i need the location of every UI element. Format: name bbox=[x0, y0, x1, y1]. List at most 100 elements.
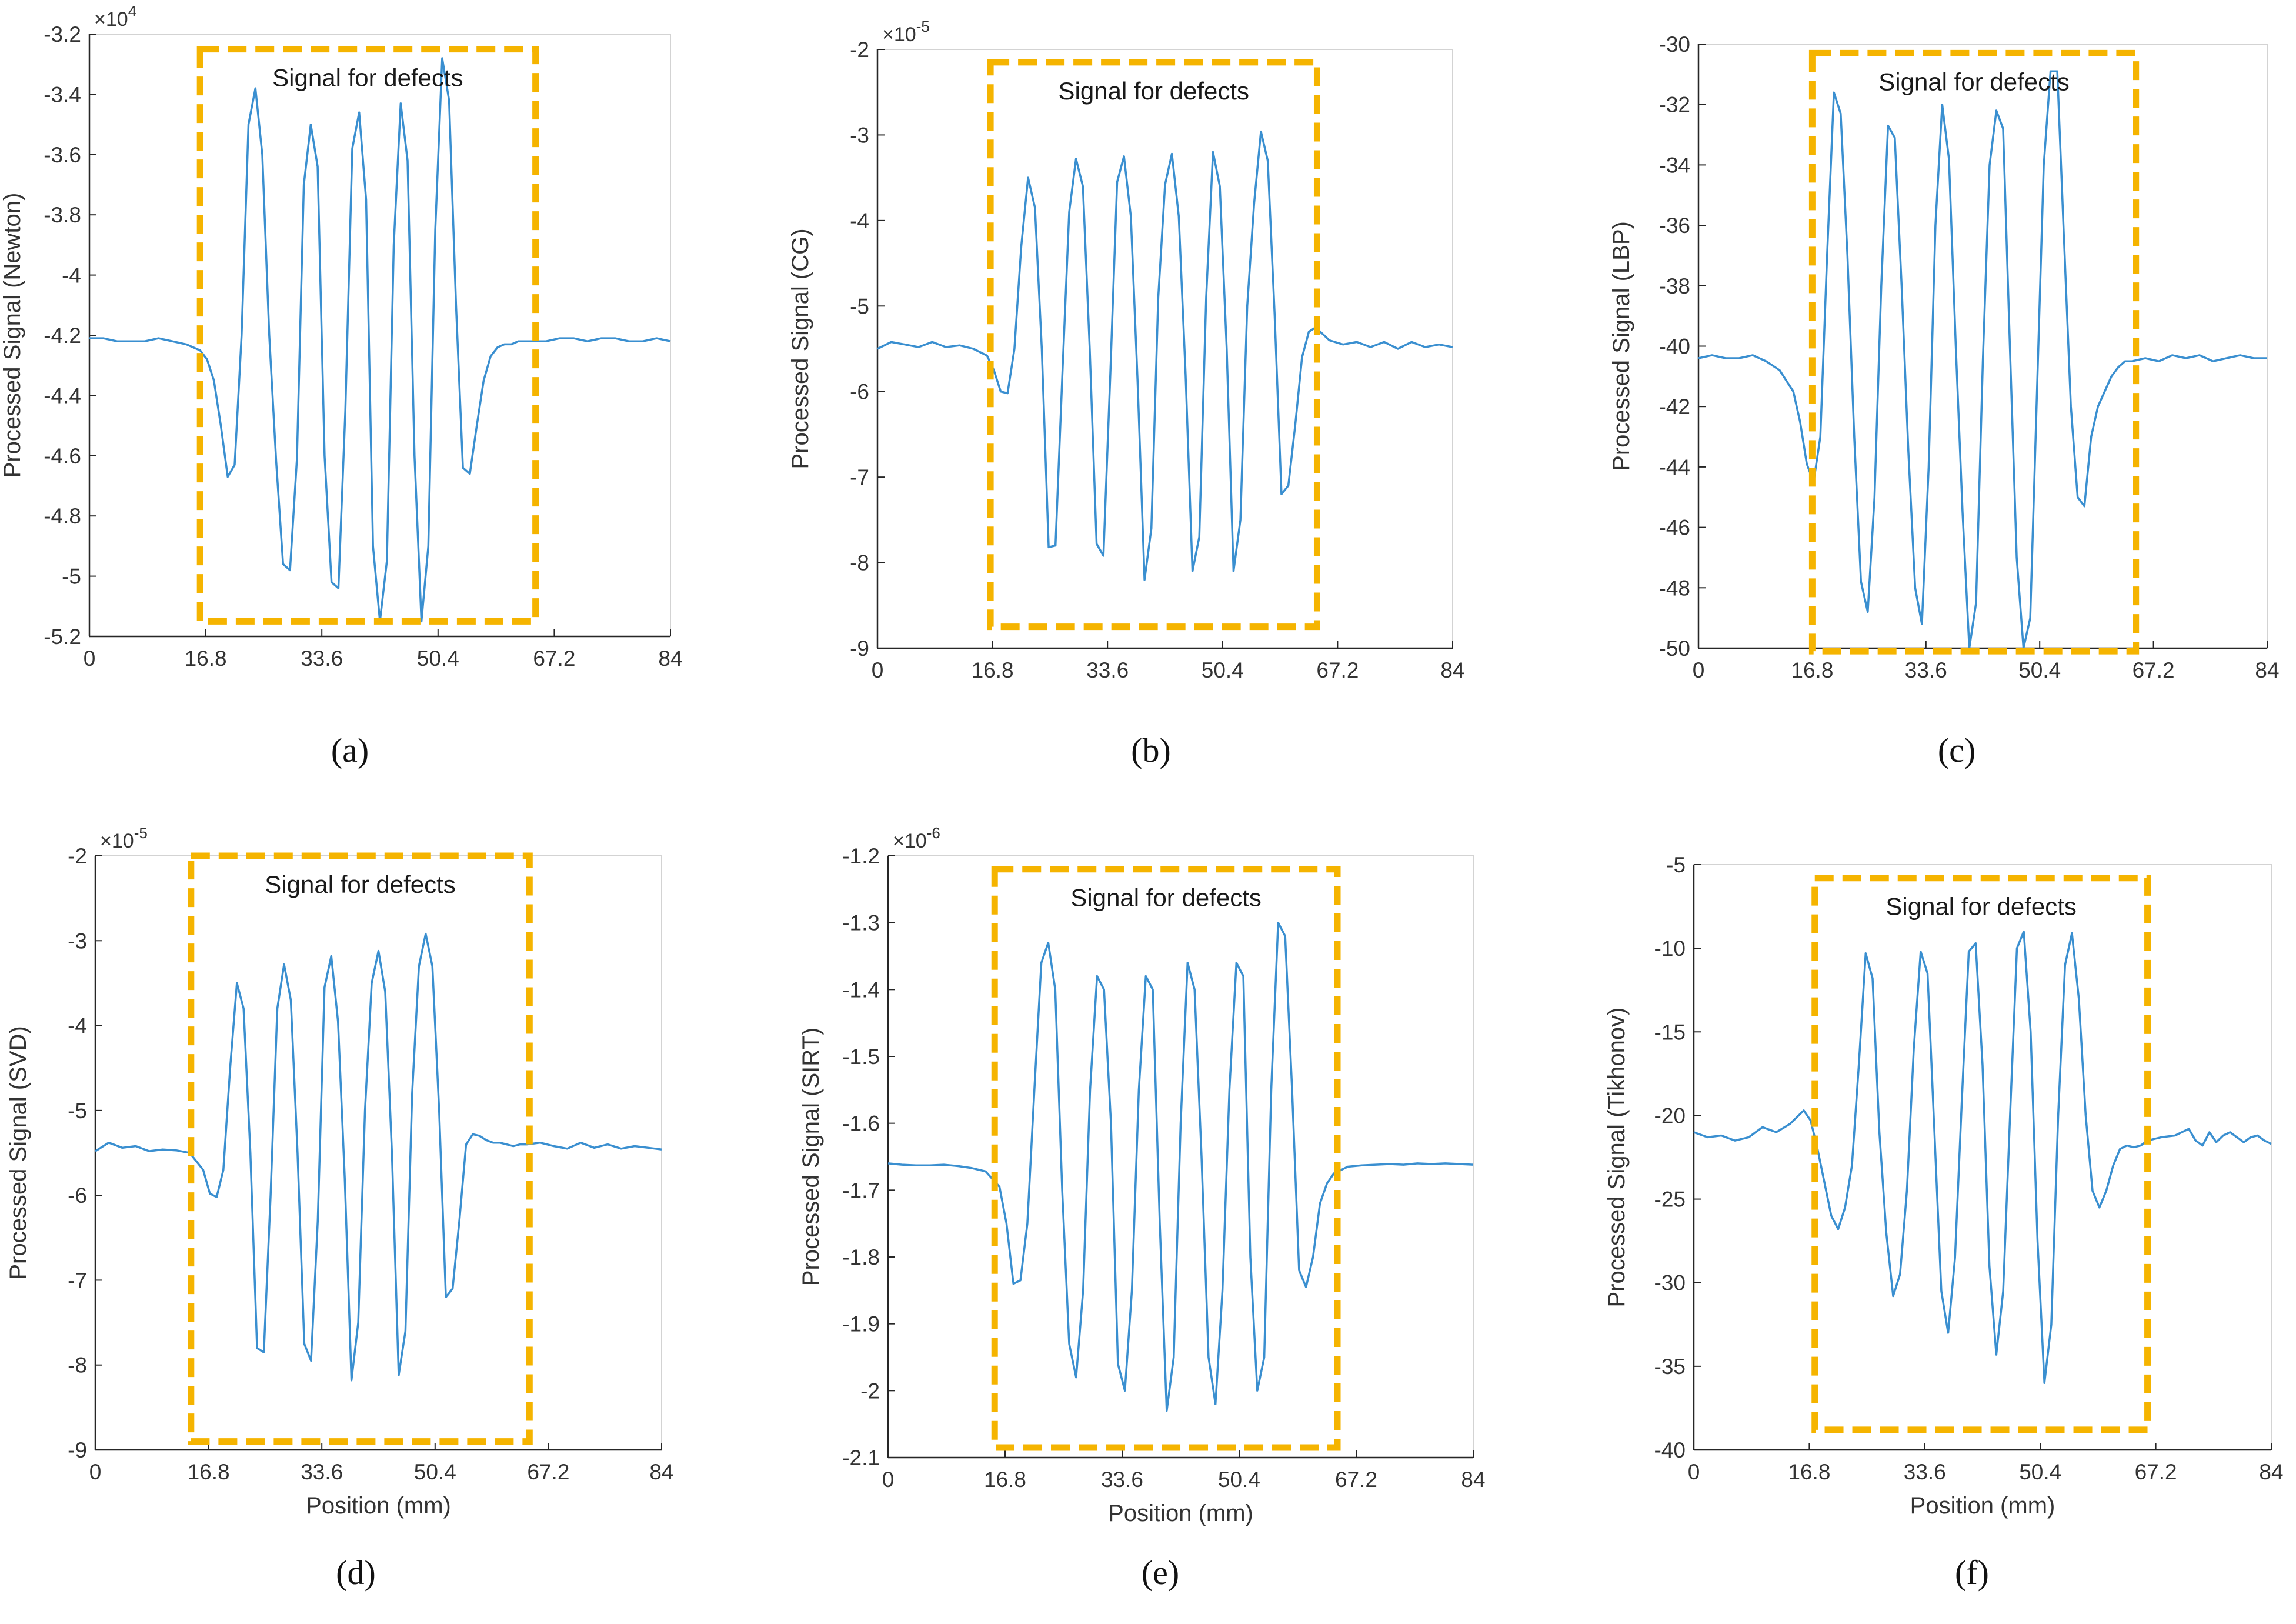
y-tick-label: -6 bbox=[850, 380, 869, 404]
axis-exponent-label: ×10-5 bbox=[100, 824, 148, 852]
y-tick-label: -1.7 bbox=[842, 1178, 880, 1202]
y-tick-label: -8 bbox=[850, 551, 869, 575]
y-tick-label: -44 bbox=[1659, 455, 1690, 479]
plot-area bbox=[877, 49, 1453, 649]
y-tick-label: -2.1 bbox=[842, 1446, 880, 1470]
y-axis-label: Processed Signal (SIRT) bbox=[798, 1028, 824, 1286]
x-tick-label: 84 bbox=[2255, 658, 2279, 682]
x-tick-label: 0 bbox=[1688, 1460, 1700, 1484]
y-axis-label: Processed Signal (CG) bbox=[787, 228, 813, 469]
y-tick-label: -10 bbox=[1654, 936, 1686, 961]
x-tick-label: 16.8 bbox=[185, 646, 227, 671]
y-tick-label: -50 bbox=[1659, 636, 1690, 661]
y-tick-label: -4 bbox=[850, 209, 869, 233]
y-tick-label: -4.4 bbox=[44, 384, 81, 408]
x-tick-label: 0 bbox=[872, 658, 884, 682]
panel-caption: (b) bbox=[1131, 731, 1171, 769]
defect-region-box bbox=[188, 852, 533, 1445]
defect-region-label: Signal for defects bbox=[1070, 884, 1262, 912]
exponent-power: 4 bbox=[128, 2, 136, 20]
x-tick-label: 16.8 bbox=[972, 658, 1014, 682]
y-tick-label: -20 bbox=[1654, 1103, 1686, 1128]
y-tick-label: -4 bbox=[68, 1014, 87, 1038]
signal-series-line bbox=[877, 130, 1453, 581]
y-tick-label: -1.4 bbox=[842, 978, 880, 1002]
y-tick-label: -7 bbox=[68, 1268, 87, 1292]
y-tick-label: -5 bbox=[68, 1099, 87, 1123]
defect-region-box bbox=[196, 46, 539, 625]
x-tick-label: 67.2 bbox=[533, 646, 575, 671]
panel-caption: (d) bbox=[336, 1553, 376, 1592]
axis-exponent-label: ×104 bbox=[94, 2, 136, 31]
y-tick-label: -3.8 bbox=[44, 203, 81, 227]
y-tick-label: -1.6 bbox=[842, 1112, 880, 1136]
x-axis-label: Position (mm) bbox=[1910, 1493, 2055, 1519]
x-tick-label: 67.2 bbox=[2133, 658, 2175, 682]
y-tick-label: -4.2 bbox=[44, 324, 81, 348]
axis-exponent-label: ×10-6 bbox=[893, 824, 940, 852]
x-axis-label: Position (mm) bbox=[306, 1493, 451, 1519]
x-tick-label: 33.6 bbox=[1101, 1468, 1143, 1492]
y-tick-label: -5 bbox=[1666, 853, 1686, 877]
defect-region-label: Signal for defects bbox=[1878, 68, 2070, 95]
y-tick-label: -3 bbox=[68, 929, 87, 953]
exponent-base: ×10 bbox=[882, 24, 916, 46]
x-tick-label: 50.4 bbox=[2019, 1460, 2061, 1484]
y-tick-label: -48 bbox=[1659, 576, 1690, 600]
x-tick-label: 84 bbox=[2259, 1460, 2283, 1484]
y-tick-label: -32 bbox=[1659, 93, 1690, 117]
x-tick-label: 50.4 bbox=[2018, 658, 2061, 682]
x-tick-label: 33.6 bbox=[1905, 658, 1947, 682]
panel-caption: (f) bbox=[1955, 1553, 1989, 1592]
y-tick-label: -1.9 bbox=[842, 1312, 880, 1336]
x-tick-label: 84 bbox=[1440, 658, 1464, 682]
x-tick-label: 67.2 bbox=[1335, 1468, 1377, 1492]
x-tick-label: 33.6 bbox=[1904, 1460, 1946, 1484]
defect-region-label: Signal for defects bbox=[1059, 77, 1250, 105]
y-tick-label: -3.4 bbox=[44, 82, 81, 106]
chart-panel-5: 0 16.8 33.6 50.4 67.2 84 -1.2 -1.3 -1.4 -1.5 -1.6 -… bbox=[798, 824, 1486, 1592]
y-tick-label: -7 bbox=[850, 465, 869, 489]
panel-caption: (e) bbox=[1142, 1553, 1179, 1592]
y-tick-label: -1.5 bbox=[842, 1045, 880, 1069]
defect-region-box bbox=[991, 866, 1341, 1451]
x-tick-label: 67.2 bbox=[1316, 658, 1359, 682]
x-tick-label: 50.4 bbox=[1202, 658, 1244, 682]
y-tick-label: -1.8 bbox=[842, 1245, 880, 1269]
chart-panel-4: 0 16.8 33.6 50.4 67.2 84-2-3-4-5-6-7-8-9×10-5… bbox=[5, 824, 674, 1592]
x-tick-label: 0 bbox=[882, 1468, 895, 1492]
x-tick-label: 33.6 bbox=[301, 646, 343, 671]
x-tick-label: 16.8 bbox=[984, 1468, 1026, 1492]
y-tick-label: -3.6 bbox=[44, 143, 81, 167]
x-axis-label: Position (mm) bbox=[1108, 1500, 1253, 1526]
x-tick-label: 67.2 bbox=[2135, 1460, 2177, 1484]
x-tick-label: 50.4 bbox=[1218, 1468, 1260, 1492]
y-axis-label: Processed Signal (Tikhonov) bbox=[1604, 1008, 1630, 1308]
defect-region-label: Signal for defects bbox=[272, 64, 463, 92]
signal-series-line bbox=[89, 57, 671, 623]
panel-caption: (c) bbox=[1938, 731, 1975, 769]
exponent-base: ×10 bbox=[94, 8, 128, 31]
y-axis-label: Processed Signal (SVD) bbox=[5, 1026, 31, 1279]
x-tick-label: 16.8 bbox=[188, 1460, 230, 1484]
y-tick-label: -2 bbox=[860, 1379, 880, 1403]
panel-caption: (a) bbox=[331, 731, 369, 769]
signal-series-line bbox=[95, 932, 662, 1382]
defect-region-box bbox=[1811, 875, 2151, 1433]
y-tick-label: -42 bbox=[1659, 395, 1690, 419]
y-tick-label: -5 bbox=[850, 294, 869, 318]
y-axis-label: Processed Signal (Newton) bbox=[0, 193, 25, 478]
y-tick-label: -40 bbox=[1654, 1438, 1686, 1462]
y-tick-label: -6 bbox=[68, 1183, 87, 1208]
y-tick-label: -1.2 bbox=[842, 844, 880, 868]
signal-series-line bbox=[887, 921, 1474, 1412]
x-tick-label: 84 bbox=[658, 646, 682, 671]
x-tick-label: 50.4 bbox=[414, 1460, 456, 1484]
y-tick-label: -15 bbox=[1654, 1020, 1686, 1044]
signal-series-line bbox=[1693, 930, 2272, 1385]
y-tick-label: -4.8 bbox=[44, 504, 81, 528]
y-tick-label: -35 bbox=[1654, 1355, 1686, 1379]
chart-panel-3: 0 16.8 33.6 50.4 67.2 84 -30 -32 -34 -36 -38 -40 -42… bbox=[1608, 32, 2280, 769]
y-tick-label: -8 bbox=[68, 1353, 87, 1378]
